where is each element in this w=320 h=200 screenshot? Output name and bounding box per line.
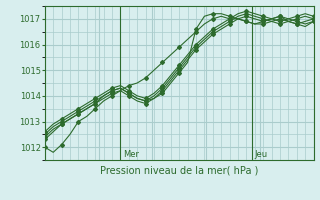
Text: Mer: Mer — [123, 150, 139, 159]
X-axis label: Pression niveau de la mer( hPa ): Pression niveau de la mer( hPa ) — [100, 166, 258, 176]
Text: Jeu: Jeu — [254, 150, 268, 159]
